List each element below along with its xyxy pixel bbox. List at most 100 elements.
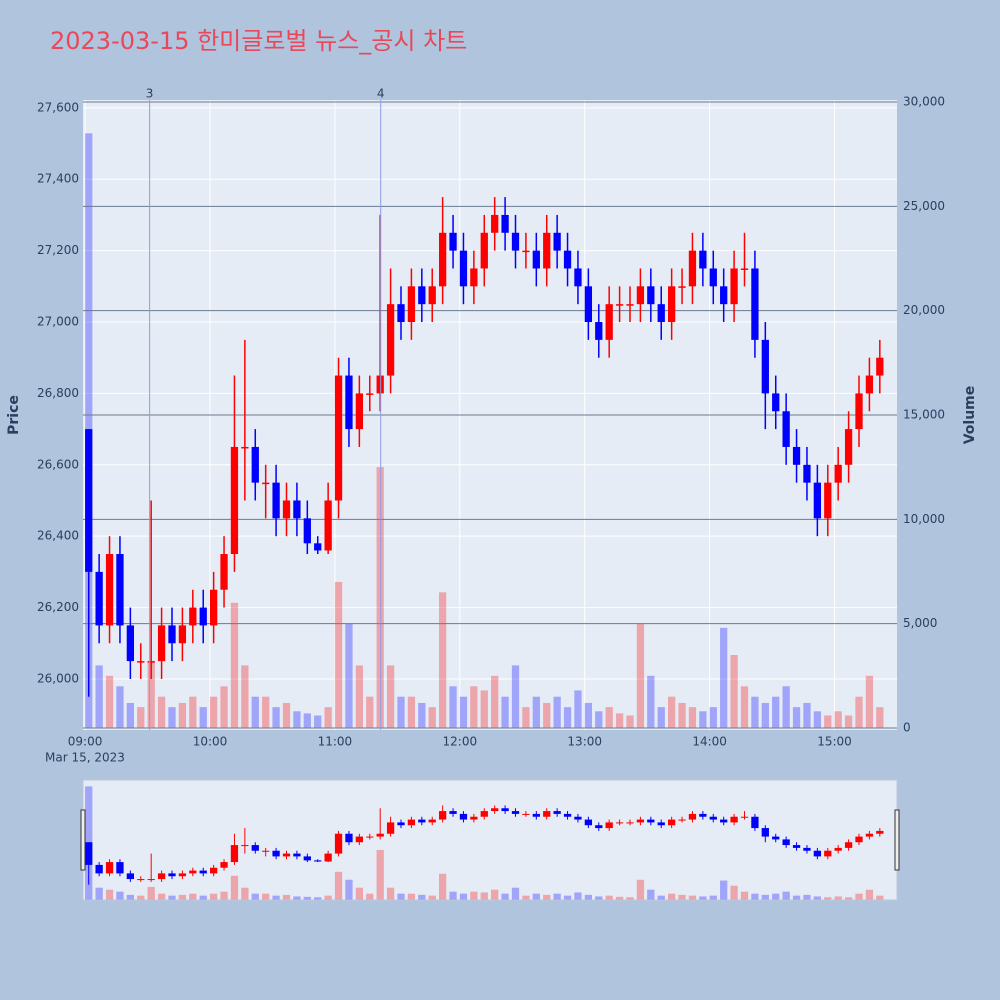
mini-volume-bar — [459, 893, 468, 900]
mini-body — [262, 850, 270, 852]
candle-body — [813, 482, 822, 519]
mini-volume-bar — [491, 889, 499, 900]
mini-volume-bar — [251, 893, 259, 900]
mini-body — [85, 842, 93, 865]
mini-volume-bar — [657, 895, 665, 900]
volume-bar — [293, 711, 301, 728]
volume-bar — [324, 707, 332, 728]
candle-body — [491, 214, 499, 233]
mini-volume-bar — [709, 895, 717, 900]
mini-body — [720, 819, 728, 823]
mini-volume-bar — [314, 897, 322, 900]
mini-body — [157, 873, 166, 880]
candle-body — [740, 268, 749, 270]
volume-bar — [563, 707, 572, 728]
mini-body — [615, 822, 624, 824]
candle-body — [386, 304, 395, 376]
mini-body — [605, 822, 613, 829]
y2-tick-label: 25,000 — [903, 199, 945, 213]
candle-body — [95, 571, 103, 626]
mini-body — [199, 870, 207, 874]
mini-body — [543, 811, 551, 817]
mini-volume-bar — [667, 893, 676, 900]
mini-volume-bar — [282, 894, 291, 900]
mini-volume-bar — [782, 891, 790, 900]
candle-body — [345, 375, 353, 430]
mini-body — [813, 850, 822, 857]
mini-volume-bar — [511, 887, 520, 900]
mini-body — [865, 833, 874, 837]
mini-volume-bar — [157, 893, 166, 900]
candle-body — [563, 250, 572, 269]
y2-tick-label: 15,000 — [903, 408, 945, 422]
mini-volume-bar — [418, 894, 426, 900]
mini-body — [178, 873, 187, 877]
volume-bar — [251, 696, 259, 728]
mini-volume-bar — [595, 896, 603, 900]
candle-body — [543, 232, 551, 269]
volume-bar — [647, 675, 655, 728]
mini-body — [168, 873, 176, 877]
volume-bar — [438, 592, 447, 728]
mini-volume-bar — [262, 893, 270, 900]
volume-bar — [876, 707, 884, 728]
mini-body — [230, 845, 239, 863]
mini-volume-bar — [574, 892, 582, 900]
mini-volume-bar — [209, 893, 218, 900]
mini-body — [366, 836, 374, 838]
candle-body — [230, 446, 239, 555]
candle-body — [865, 375, 874, 394]
volume-bar — [813, 711, 822, 728]
candle-body — [751, 268, 759, 340]
mini-body — [501, 808, 509, 812]
candle-body — [501, 214, 509, 233]
mini-body — [553, 811, 561, 814]
mini-volume-bar — [699, 896, 707, 900]
volume-bar — [407, 696, 416, 728]
mini-volume-bar — [844, 897, 853, 900]
mini-volume-bar — [730, 885, 738, 900]
candle-body — [366, 393, 374, 395]
mini-volume-bar — [751, 893, 759, 900]
slider-handle — [80, 809, 86, 871]
mini-body — [730, 816, 738, 823]
range-slider[interactable] — [82, 779, 898, 901]
volume-bar — [314, 715, 322, 728]
candle-body — [792, 446, 801, 465]
mini-body — [563, 813, 572, 817]
candle-body — [418, 286, 426, 305]
volume-bar — [803, 702, 811, 728]
candle-body — [438, 232, 447, 287]
mini-volume-bar — [855, 893, 863, 900]
mini-volume-bar — [740, 891, 749, 900]
mini-volume-bar — [615, 896, 624, 900]
candle-body — [293, 500, 301, 519]
volume-bar — [543, 702, 551, 728]
mini-volume-bar — [241, 887, 249, 900]
volume-bar — [761, 702, 769, 728]
mini-body — [428, 819, 436, 823]
volume-bar — [834, 711, 842, 728]
y-tick-label: 26,800 — [37, 386, 79, 400]
mini-body — [137, 879, 145, 881]
y2-axis-title: Volume — [962, 386, 978, 445]
mini-volume-bar — [803, 894, 811, 900]
mini-volume-bar — [220, 891, 228, 900]
candle-body — [647, 286, 655, 305]
volume-bar — [782, 686, 790, 728]
candle-body — [761, 339, 769, 394]
mini-body — [688, 813, 697, 820]
mini-volume-bar — [792, 895, 801, 900]
volume-bar — [532, 696, 540, 728]
mini-volume-bar — [345, 879, 353, 900]
candle-body — [282, 500, 291, 519]
mini-body — [293, 853, 301, 857]
mini-volume-bar — [168, 895, 176, 900]
y2-tick-label: 5,000 — [903, 616, 937, 630]
mini-body — [418, 819, 426, 823]
candle-body — [105, 554, 114, 626]
y-tick-label: 27,600 — [37, 100, 79, 114]
candle-body — [168, 625, 176, 644]
candle-body — [699, 250, 707, 269]
